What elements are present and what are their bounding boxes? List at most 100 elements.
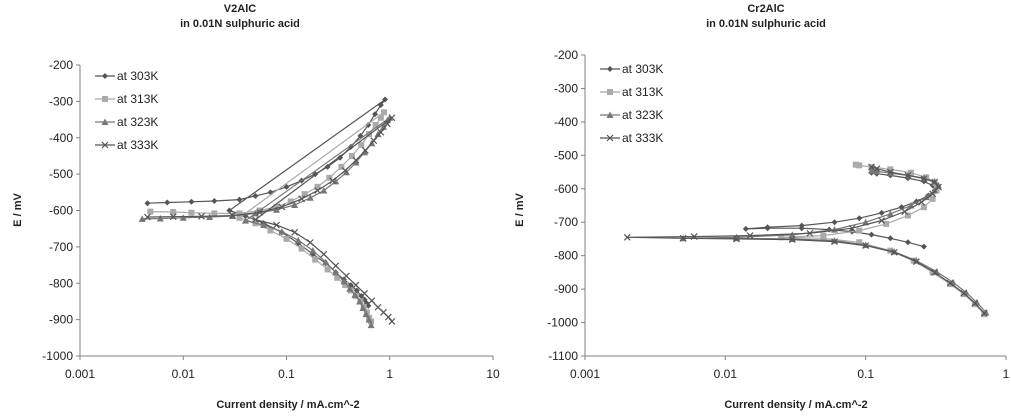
y-tick-label: -900 xyxy=(554,282,578,296)
y-tick-label: -1100 xyxy=(548,349,578,363)
data-point xyxy=(887,235,894,242)
data-point xyxy=(352,156,360,164)
data-point xyxy=(147,208,154,215)
data-point xyxy=(326,174,333,181)
data-point xyxy=(329,177,337,185)
data-point xyxy=(312,256,319,263)
data-point xyxy=(170,208,177,215)
data-point xyxy=(278,228,286,235)
data-point xyxy=(188,209,195,216)
y-tick-label: -300 xyxy=(554,81,578,95)
data-point xyxy=(370,137,378,145)
data-point xyxy=(287,198,294,205)
data-point xyxy=(806,229,814,237)
y-tick-label: -500 xyxy=(554,148,578,162)
data-point xyxy=(332,262,340,270)
data-point xyxy=(923,174,930,181)
y-axis-ticks: -1100 -1000 -900 -800 -700 -600 -500 -400 -300 -2… xyxy=(547,48,585,363)
data-point xyxy=(920,204,927,211)
y-axis-ticks: -1000 -900 -800 -700 -600 -500 -400 -300 -200 xyxy=(42,58,80,363)
data-point xyxy=(267,227,274,234)
data-point xyxy=(960,289,968,297)
data-point xyxy=(931,177,939,185)
x-tick-label: 1 xyxy=(386,367,393,381)
x-tick-label: 10 xyxy=(486,367,500,381)
legend-label: at 323K xyxy=(622,108,663,122)
chart-title: Cr2AlC xyxy=(747,3,784,15)
series-at-333k xyxy=(144,114,396,325)
data-point xyxy=(306,194,314,201)
data-point xyxy=(388,318,396,325)
y-tick-label: -400 xyxy=(49,131,73,145)
data-point xyxy=(365,316,373,323)
chart-v2alc: V2AlC in 0.01N sulphuric acid -1000-900-… xyxy=(12,3,500,411)
x-axis-ticks: 0.001 0.01 0.1 1 xyxy=(570,356,1010,381)
legend: at 303K at 313K at 323K at 333K xyxy=(95,69,158,152)
data-point xyxy=(946,279,954,287)
data-point xyxy=(314,183,321,190)
data-point xyxy=(283,235,290,242)
y-tick-label: -600 xyxy=(554,182,578,196)
data-point xyxy=(252,192,259,199)
legend: at 303K at 313K at 323K at 333K xyxy=(600,62,663,145)
data-point xyxy=(273,221,280,229)
data-point xyxy=(372,122,379,129)
legend-label: at 333K xyxy=(117,138,158,152)
x-axis-title: Current density / mA.cm^-2 xyxy=(216,399,359,411)
legend-marker xyxy=(606,134,614,142)
y-tick-label: -600 xyxy=(49,204,73,218)
data-point xyxy=(348,152,355,159)
data-point xyxy=(365,302,372,309)
data-point xyxy=(929,195,936,202)
data-point xyxy=(341,167,349,174)
x-tick-label: 0.1 xyxy=(857,367,874,381)
data-point xyxy=(251,216,259,224)
legend-label: at 303K xyxy=(622,62,663,76)
data-point xyxy=(314,187,322,194)
data-point xyxy=(820,232,827,239)
series-at-323k xyxy=(138,114,394,329)
data-point xyxy=(929,190,937,198)
data-point xyxy=(890,248,898,256)
data-point xyxy=(272,206,280,213)
data-point xyxy=(883,220,890,227)
y-axis-title: E / mV xyxy=(514,193,526,227)
data-point xyxy=(947,281,954,288)
data-point xyxy=(298,245,305,252)
legend-marker xyxy=(607,66,613,72)
data-point xyxy=(913,258,920,266)
data-point xyxy=(236,210,243,217)
series-at-303k xyxy=(144,96,389,309)
data-point xyxy=(291,228,299,236)
data-point xyxy=(352,158,360,166)
data-point xyxy=(368,297,376,305)
legend-label: at 313K xyxy=(117,92,158,106)
data-point xyxy=(358,142,365,149)
data-point xyxy=(934,181,942,189)
y-tick-label: -800 xyxy=(554,249,578,263)
x-axis-ticks: 0.001 0.01 0.1 1 10 xyxy=(65,356,500,381)
data-point xyxy=(236,196,243,203)
data-point xyxy=(306,239,314,246)
data-point xyxy=(353,287,360,294)
data-point xyxy=(788,235,796,242)
data-point xyxy=(324,163,331,170)
data-point xyxy=(382,96,389,103)
data-point xyxy=(904,239,911,246)
legend-label: at 323K xyxy=(117,115,158,129)
data-point xyxy=(337,154,344,161)
data-point xyxy=(211,198,218,205)
data-point xyxy=(138,215,146,222)
data-point xyxy=(381,109,388,116)
data-point xyxy=(920,175,928,183)
data-point xyxy=(351,291,359,298)
y-tick-label: -700 xyxy=(554,215,578,229)
data-point xyxy=(873,165,881,173)
data-point xyxy=(377,102,384,109)
legend-marker xyxy=(101,118,109,125)
data-point xyxy=(886,168,894,176)
data-point xyxy=(878,217,886,224)
data-point xyxy=(922,193,930,201)
data-point xyxy=(920,243,927,250)
data-point xyxy=(229,212,236,220)
